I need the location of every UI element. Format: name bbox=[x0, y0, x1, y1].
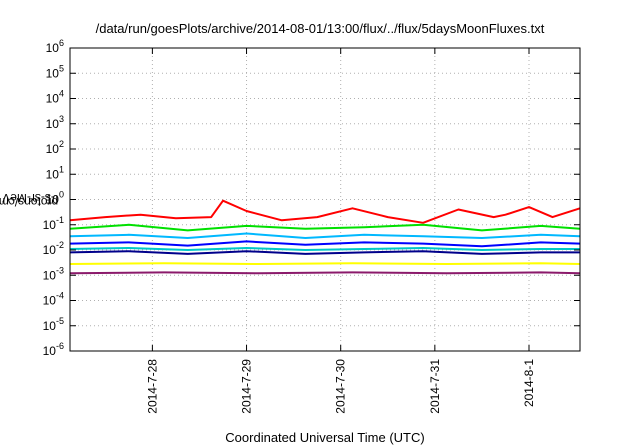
y-tick-label: 106 bbox=[46, 38, 64, 55]
y-tick-label: 10-6 bbox=[43, 341, 64, 358]
y-tick-label: 10-2 bbox=[43, 240, 64, 257]
chart-title: /data/run/goesPlots/archive/2014-08-01/1… bbox=[95, 21, 545, 36]
y-tick-label: 105 bbox=[46, 63, 64, 80]
series-line-5 bbox=[69, 247, 580, 251]
series-group bbox=[69, 199, 581, 275]
series-line-2 bbox=[69, 223, 581, 232]
x-tick-label: 2014-7-31 bbox=[428, 359, 442, 414]
series-line-8 bbox=[69, 271, 581, 275]
x-axis-label: Coordinated Universal Time (UTC) bbox=[225, 430, 425, 445]
y-tick-label: 10-5 bbox=[43, 316, 64, 333]
y-tick-label: 10-3 bbox=[43, 265, 64, 282]
y-axis: 106 105 104 103 102 101 100 10-1 10-2 10-3 10-4 10-… bbox=[43, 38, 580, 358]
y-tick-label: 101 bbox=[46, 164, 64, 181]
y-tick-label: 10-1 bbox=[43, 215, 64, 232]
x-axis: 2014-7-28 2014-7-29 2014-7-30 2014-7-31 2014… bbox=[145, 48, 536, 414]
x-tick-label: 2014-7-30 bbox=[334, 359, 348, 414]
x-tick-label: 2014-8-1 bbox=[522, 359, 536, 407]
series-line-7 bbox=[69, 262, 581, 265]
x-tick-label: 2014-7-28 bbox=[145, 359, 159, 414]
y-tick-label: 100 bbox=[46, 190, 64, 207]
series-line-1 bbox=[69, 199, 581, 224]
grid bbox=[70, 47, 580, 352]
x-tick-label: 2014-7-29 bbox=[240, 359, 254, 414]
y-tick-label: 103 bbox=[46, 114, 64, 131]
series-line-6 bbox=[69, 250, 580, 255]
y-tick-label: 102 bbox=[46, 139, 64, 156]
series-line-4 bbox=[69, 240, 581, 248]
series-line-3 bbox=[69, 232, 581, 239]
y-tick-label: 10-4 bbox=[43, 291, 64, 308]
y-tick-label: 104 bbox=[46, 89, 64, 106]
